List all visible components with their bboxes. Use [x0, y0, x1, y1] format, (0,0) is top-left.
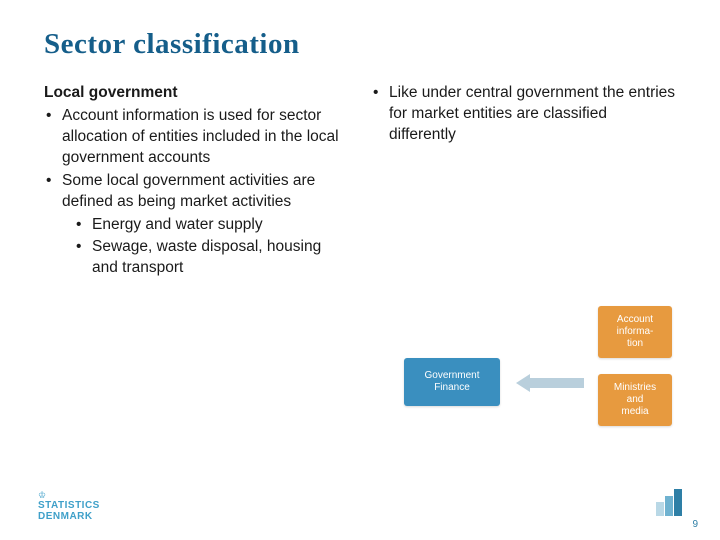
subbullet-item: Sewage, waste disposal, housing and tran… [62, 237, 349, 279]
slide: Sector classification Local government A… [0, 0, 720, 540]
footer-bar [665, 496, 673, 516]
logo-line2: DENMARK [38, 512, 100, 523]
bullet-item: Like under central government the entrie… [371, 83, 676, 146]
right-column: Like under central government the entrie… [371, 83, 676, 281]
footer-bar [674, 489, 682, 516]
node-account-information: Account informa- tion [598, 306, 672, 358]
left-heading: Local government [44, 83, 349, 104]
logo-line1: STATISTICS [38, 501, 100, 512]
footer: ♔ STATISTICS DENMARK 9 [0, 484, 720, 540]
bullet-item: Some local government activities are def… [44, 171, 349, 280]
footer-bars-icon [656, 489, 682, 516]
logo-statistics-denmark: ♔ STATISTICS DENMARK [38, 490, 100, 522]
left-bullets: Account information is used for sector a… [44, 106, 349, 279]
footer-bar [656, 502, 664, 516]
left-column: Local government Account information is … [44, 83, 349, 281]
content-columns: Local government Account information is … [44, 83, 676, 281]
node-ministries-media: Ministries and media [598, 374, 672, 426]
subbullet-item: Energy and water supply [62, 215, 349, 236]
right-bullets: Like under central government the entrie… [371, 83, 676, 146]
node-government-finance: Government Finance [404, 358, 500, 406]
bullet-item: Account information is used for sector a… [44, 106, 349, 169]
flow-diagram: Government Finance Account informa- tion… [374, 290, 684, 450]
arrow-left-icon [516, 374, 530, 392]
bullet-text: Some local government activities are def… [62, 172, 315, 210]
slide-title: Sector classification [44, 28, 676, 61]
left-subbullets: Energy and water supply Sewage, waste di… [62, 215, 349, 280]
page-number: 9 [692, 519, 698, 530]
